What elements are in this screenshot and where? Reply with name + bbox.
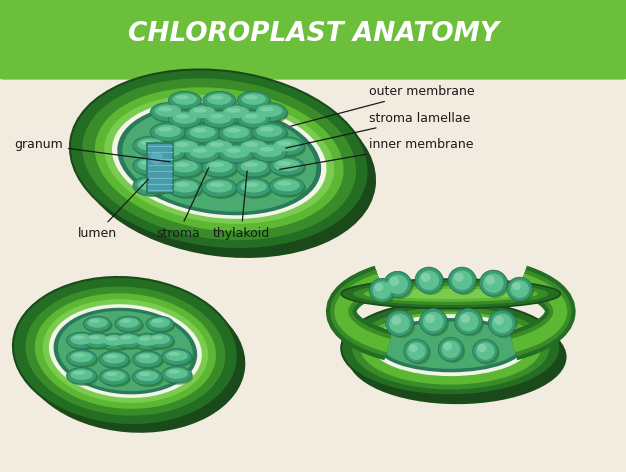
Ellipse shape bbox=[66, 368, 96, 384]
Text: lumen: lumen bbox=[78, 179, 148, 240]
Ellipse shape bbox=[218, 104, 254, 123]
Ellipse shape bbox=[134, 353, 164, 370]
Ellipse shape bbox=[73, 353, 85, 357]
Ellipse shape bbox=[172, 140, 198, 152]
Ellipse shape bbox=[210, 95, 223, 100]
Circle shape bbox=[476, 342, 495, 360]
Ellipse shape bbox=[341, 279, 560, 309]
Ellipse shape bbox=[240, 140, 267, 152]
Ellipse shape bbox=[112, 100, 327, 219]
Ellipse shape bbox=[83, 333, 111, 348]
Ellipse shape bbox=[101, 353, 131, 370]
Circle shape bbox=[409, 344, 418, 352]
Ellipse shape bbox=[68, 369, 98, 386]
Ellipse shape bbox=[170, 93, 203, 111]
Circle shape bbox=[386, 311, 413, 336]
Ellipse shape bbox=[353, 283, 548, 305]
Ellipse shape bbox=[210, 182, 223, 187]
Ellipse shape bbox=[103, 371, 125, 381]
Ellipse shape bbox=[210, 114, 223, 118]
Ellipse shape bbox=[376, 318, 525, 372]
Ellipse shape bbox=[99, 333, 129, 350]
Ellipse shape bbox=[277, 181, 291, 186]
Ellipse shape bbox=[139, 354, 151, 358]
Circle shape bbox=[448, 267, 476, 293]
Ellipse shape bbox=[277, 161, 291, 166]
Ellipse shape bbox=[155, 145, 181, 157]
Ellipse shape bbox=[13, 277, 238, 425]
Text: CHLOROPLAST ANATOMY: CHLOROPLAST ANATOMY bbox=[128, 21, 499, 47]
Ellipse shape bbox=[70, 369, 93, 380]
Ellipse shape bbox=[151, 319, 163, 323]
Circle shape bbox=[421, 273, 431, 282]
Ellipse shape bbox=[242, 112, 266, 124]
Circle shape bbox=[417, 269, 444, 295]
Ellipse shape bbox=[206, 160, 232, 173]
Ellipse shape bbox=[269, 177, 304, 196]
Ellipse shape bbox=[151, 336, 163, 339]
Ellipse shape bbox=[203, 160, 239, 179]
Circle shape bbox=[438, 337, 463, 361]
Ellipse shape bbox=[106, 372, 118, 376]
Ellipse shape bbox=[269, 137, 304, 156]
Ellipse shape bbox=[139, 372, 151, 376]
FancyBboxPatch shape bbox=[0, 0, 626, 80]
Ellipse shape bbox=[237, 92, 270, 109]
Ellipse shape bbox=[137, 138, 163, 151]
Circle shape bbox=[415, 267, 443, 293]
Circle shape bbox=[389, 277, 399, 286]
Ellipse shape bbox=[169, 180, 204, 199]
Ellipse shape bbox=[136, 353, 158, 363]
Ellipse shape bbox=[167, 138, 202, 157]
Circle shape bbox=[419, 309, 447, 335]
Circle shape bbox=[369, 278, 394, 302]
Text: outer membrane: outer membrane bbox=[290, 85, 475, 126]
Ellipse shape bbox=[148, 318, 175, 333]
Circle shape bbox=[441, 340, 460, 358]
Ellipse shape bbox=[189, 106, 215, 118]
Ellipse shape bbox=[168, 352, 180, 356]
Ellipse shape bbox=[158, 127, 172, 132]
Ellipse shape bbox=[252, 123, 287, 142]
Ellipse shape bbox=[66, 350, 96, 366]
Ellipse shape bbox=[220, 146, 255, 165]
Ellipse shape bbox=[256, 145, 282, 157]
Circle shape bbox=[488, 311, 516, 336]
Ellipse shape bbox=[137, 159, 163, 171]
Ellipse shape bbox=[172, 160, 198, 173]
Ellipse shape bbox=[168, 370, 180, 374]
Ellipse shape bbox=[244, 162, 258, 167]
Ellipse shape bbox=[21, 285, 245, 433]
Ellipse shape bbox=[185, 104, 220, 123]
Ellipse shape bbox=[240, 180, 267, 193]
Circle shape bbox=[407, 342, 426, 360]
Ellipse shape bbox=[26, 287, 225, 416]
Ellipse shape bbox=[172, 180, 198, 193]
Ellipse shape bbox=[203, 110, 235, 128]
Circle shape bbox=[450, 269, 478, 295]
Circle shape bbox=[512, 282, 521, 290]
Ellipse shape bbox=[73, 371, 85, 375]
Ellipse shape bbox=[238, 180, 273, 199]
FancyBboxPatch shape bbox=[146, 143, 173, 193]
Ellipse shape bbox=[78, 78, 376, 258]
Ellipse shape bbox=[244, 182, 258, 187]
Circle shape bbox=[456, 311, 484, 336]
Ellipse shape bbox=[223, 146, 249, 159]
Ellipse shape bbox=[101, 335, 131, 352]
Circle shape bbox=[384, 271, 411, 297]
Circle shape bbox=[509, 279, 534, 303]
Ellipse shape bbox=[152, 104, 187, 123]
Ellipse shape bbox=[165, 368, 188, 379]
Ellipse shape bbox=[274, 139, 300, 152]
Ellipse shape bbox=[99, 369, 129, 385]
Ellipse shape bbox=[54, 308, 197, 395]
Ellipse shape bbox=[58, 311, 193, 391]
Text: stroma: stroma bbox=[156, 168, 208, 240]
Ellipse shape bbox=[187, 126, 222, 144]
Circle shape bbox=[481, 272, 509, 298]
Ellipse shape bbox=[83, 78, 356, 240]
Ellipse shape bbox=[150, 318, 170, 328]
Ellipse shape bbox=[136, 335, 158, 346]
